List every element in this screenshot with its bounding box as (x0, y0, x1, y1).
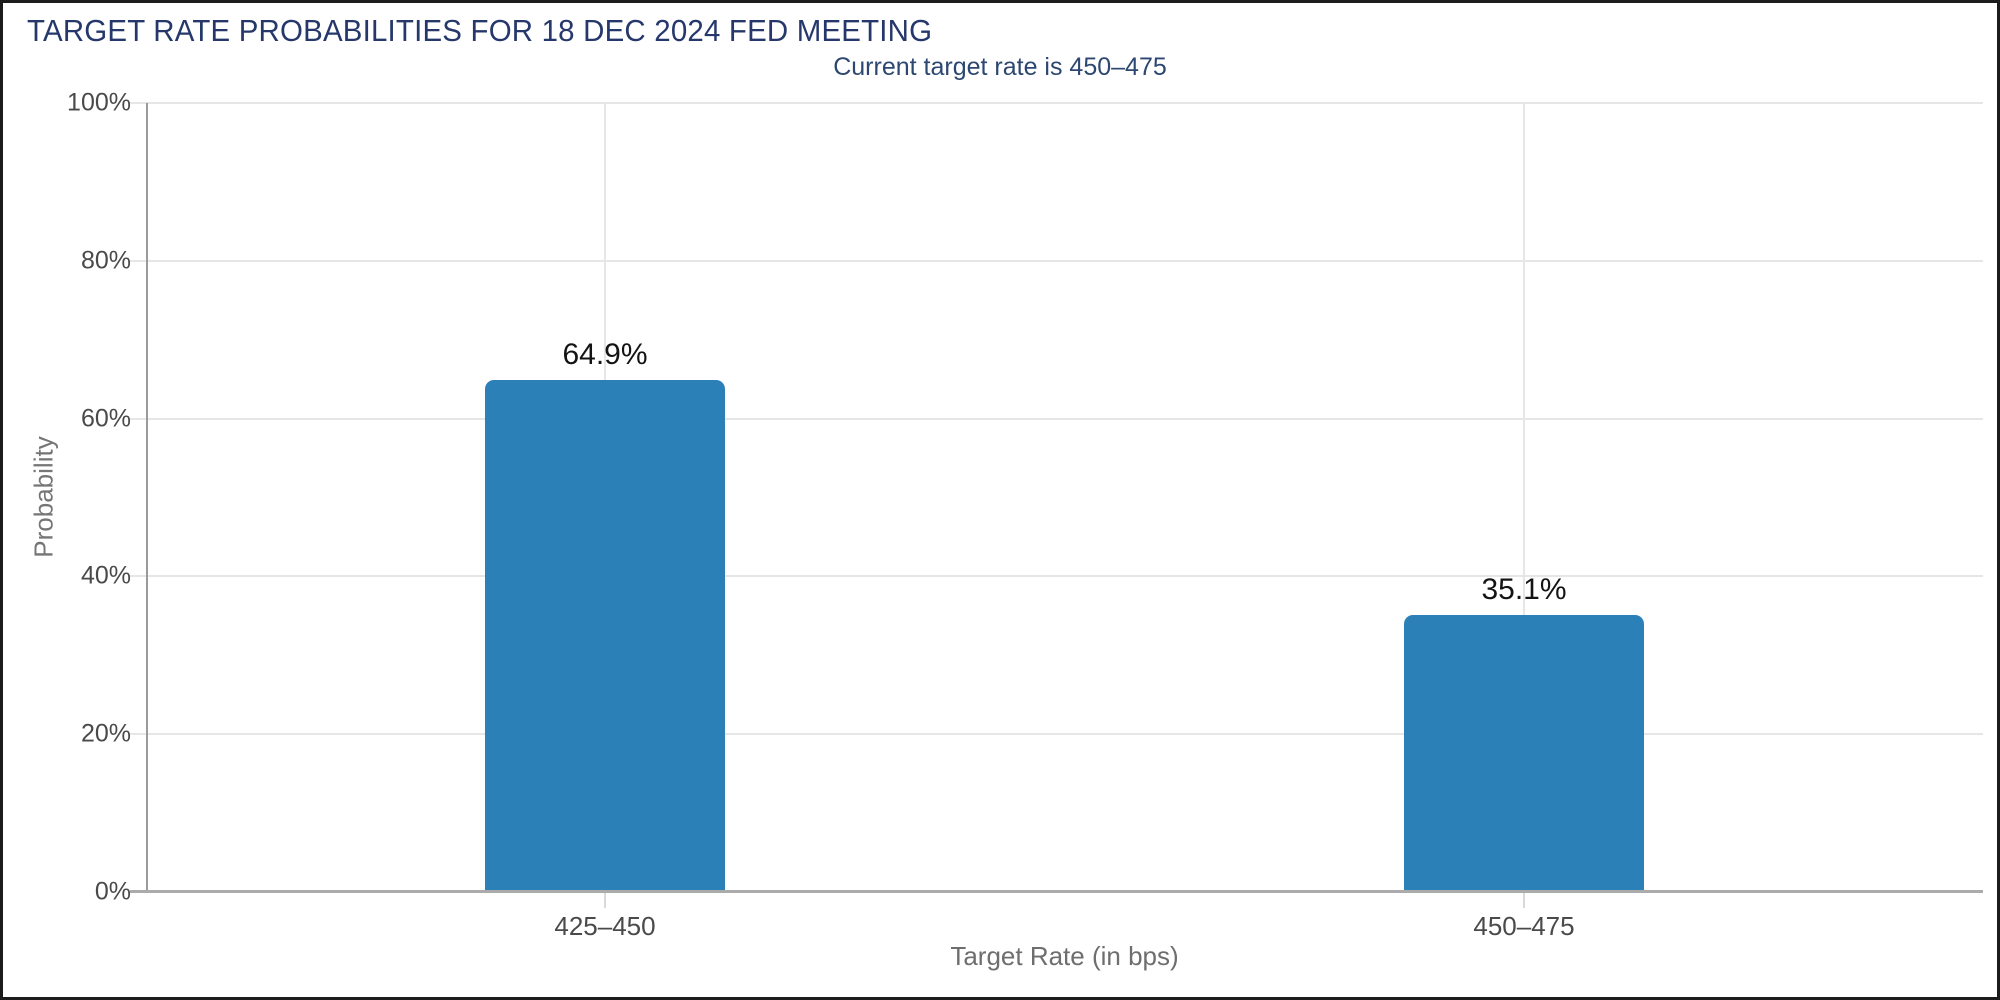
gridline-h-100 (146, 102, 1983, 104)
y-tick-label-20: 20% (80, 719, 131, 748)
x-axis-title: Target Rate (in bps) (950, 941, 1179, 971)
bar-450–475[interactable] (1404, 615, 1644, 892)
y-tick-label-100: 100% (67, 88, 131, 117)
y-tick-40 (130, 575, 146, 577)
chart-subtitle: Current target rate is 450–475 (833, 53, 1167, 81)
x-category-label: 450–475 (1473, 911, 1575, 941)
x-axis-line (130, 890, 1983, 893)
bar-value-label: 64.9% (562, 338, 648, 371)
chart-title: TARGET RATE PROBABILITIES FOR 18 DEC 202… (27, 13, 933, 48)
y-tick-label-60: 60% (80, 404, 131, 433)
y-tick-60 (130, 418, 146, 420)
x-category-label: 425–450 (554, 911, 656, 941)
y-axis-line (146, 103, 148, 892)
plot-area: 0% 20% 40% 60% 80% 100% 64.9% 425–450 35.1% 450–… (67, 89, 1983, 941)
x-tick-1 (1523, 892, 1525, 908)
y-axis-title: Probability (28, 436, 59, 558)
gridline-h-80 (146, 260, 1983, 262)
gridline-v-1 (1523, 103, 1525, 892)
gridline-h-40 (146, 575, 1983, 577)
bar-425–450[interactable] (485, 380, 725, 892)
y-tick-label-0: 0% (94, 877, 131, 906)
y-tick-20 (130, 733, 146, 735)
y-tick-100 (130, 102, 146, 104)
y-tick-80 (130, 260, 146, 262)
gridline-h-20 (146, 733, 1983, 735)
x-tick-0 (604, 892, 606, 908)
bar-value-label: 35.1% (1481, 573, 1567, 606)
y-tick-label-40: 40% (80, 561, 131, 590)
gridline-h-60 (146, 418, 1983, 420)
y-tick-label-80: 80% (80, 246, 131, 275)
